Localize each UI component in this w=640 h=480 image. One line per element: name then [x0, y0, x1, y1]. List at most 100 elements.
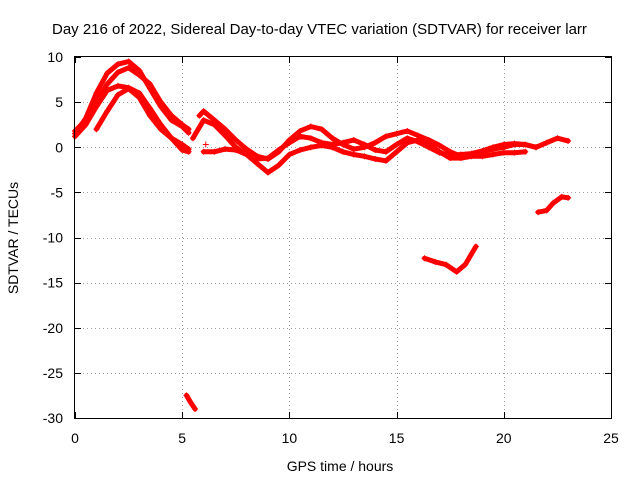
data-point [453, 268, 460, 275]
x-tick-label: 25 [603, 430, 619, 446]
data-point [442, 261, 449, 268]
data-point [415, 138, 422, 145]
data-point [462, 261, 469, 268]
data-point [179, 146, 186, 153]
data-point [404, 128, 411, 135]
data-point [565, 194, 572, 201]
data-point [179, 141, 186, 148]
data-point [307, 135, 314, 142]
data-point [211, 121, 218, 128]
data-point [522, 141, 529, 148]
data-point [554, 135, 561, 142]
data-point [196, 112, 203, 119]
y-tick-label: -10 [43, 230, 63, 246]
x-tick-label: 10 [282, 430, 298, 446]
series-track-3 [72, 65, 192, 134]
data-point [104, 108, 111, 115]
data-point [232, 137, 239, 144]
data-point [114, 61, 121, 68]
data-point [179, 121, 186, 128]
data-point [157, 99, 164, 106]
tick-layer: 0 5 10 15 20 25 10 5 0 -5 -10 -15 -20 -25 -30 [43, 49, 619, 446]
data-point [382, 133, 389, 140]
data-point [136, 72, 143, 79]
data-point [543, 207, 550, 214]
data-point [382, 148, 389, 155]
series-track-1 [72, 59, 192, 137]
data-point [532, 144, 539, 151]
data-point [382, 157, 389, 164]
data-point [500, 141, 507, 148]
data-point [286, 151, 293, 158]
data-point [183, 392, 190, 399]
data-point [200, 108, 207, 115]
data-point [136, 94, 143, 101]
data-point [329, 135, 336, 142]
data-point [447, 152, 454, 159]
data-point [425, 144, 432, 151]
grid-layer [75, 57, 611, 418]
chart-title: Day 216 of 2022, Sidereal Day-to-day VTE… [52, 21, 587, 38]
data-point [192, 405, 199, 412]
data-point [222, 146, 229, 153]
data-point [350, 137, 357, 144]
data-point [522, 148, 529, 155]
data-point [457, 151, 464, 158]
data-point [147, 112, 154, 119]
data-point [490, 151, 497, 158]
data-point [511, 140, 518, 147]
x-axis-label: GPS time / hours [287, 458, 394, 474]
x-tick-label: 5 [178, 430, 186, 446]
data-point [432, 258, 439, 265]
data-point [340, 139, 346, 146]
data-point [550, 200, 557, 207]
data-point [436, 149, 443, 156]
data-point [200, 148, 207, 155]
data-point [393, 148, 400, 155]
data-point [147, 81, 154, 88]
data-point [264, 155, 271, 162]
data-point [222, 132, 229, 139]
data-point [185, 146, 192, 153]
x-tick-label: 0 [71, 430, 79, 446]
data-point [168, 112, 175, 119]
data-point [168, 135, 175, 142]
series-layer [72, 58, 572, 412]
data-point [350, 146, 357, 153]
data-point [490, 144, 497, 151]
data-point [222, 126, 229, 133]
data-point [187, 399, 194, 406]
data-point [243, 146, 250, 153]
data-point [318, 139, 325, 146]
data-point [125, 58, 132, 65]
y-tick-label: -25 [43, 365, 63, 381]
data-point [472, 243, 479, 250]
data-point [361, 153, 368, 160]
data-point [372, 155, 379, 162]
data-point [479, 153, 486, 160]
data-point [243, 151, 250, 158]
data-point [157, 126, 164, 133]
data-point [114, 82, 121, 89]
data-point [200, 117, 207, 124]
data-point [350, 151, 357, 158]
data-point [114, 69, 121, 76]
data-point [297, 133, 304, 140]
data-point [114, 91, 121, 98]
y-tick-label: 5 [55, 94, 63, 110]
data-point [254, 155, 261, 162]
plot-frame [74, 56, 612, 419]
data-point [565, 137, 572, 144]
y-tick-label: -5 [51, 184, 64, 200]
data-point [275, 162, 282, 169]
y-tick-label: -20 [43, 320, 63, 336]
data-point [307, 144, 314, 151]
data-point [93, 99, 100, 106]
data-point [361, 141, 368, 148]
series-track-4 [93, 86, 192, 152]
data-point [421, 255, 428, 262]
data-point [535, 209, 542, 216]
y-tick-label: 10 [47, 49, 63, 65]
data-point [297, 128, 304, 135]
y-tick-label: -15 [43, 275, 63, 291]
